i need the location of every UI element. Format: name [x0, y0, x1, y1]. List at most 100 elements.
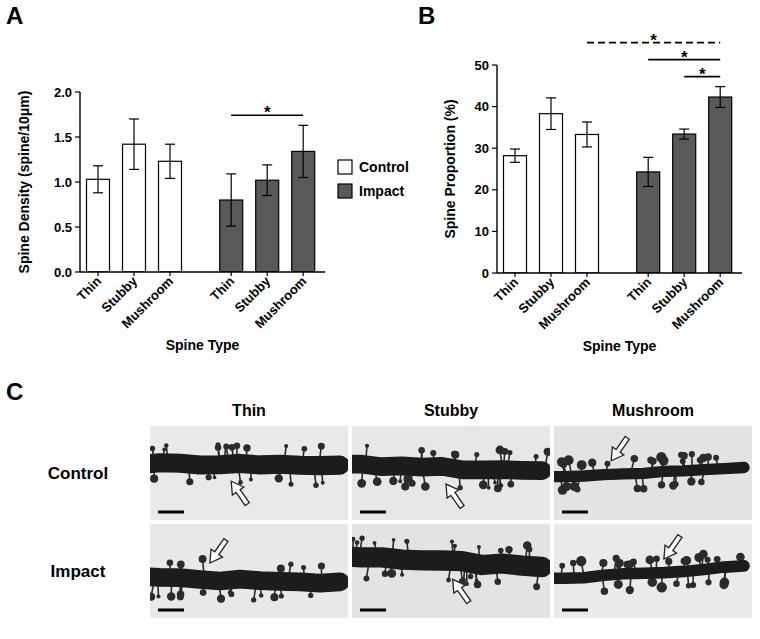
spine-head: [477, 545, 481, 549]
x-tick-label: Mushroom: [669, 275, 727, 333]
x-tick-label: Mushroom: [536, 275, 594, 333]
y-tick: [75, 226, 80, 227]
spine-head: [270, 593, 278, 601]
spine-head: [714, 556, 721, 563]
error-cap: [679, 128, 689, 129]
error-bar: [582, 122, 592, 147]
error-cap: [510, 148, 520, 149]
error-cap: [510, 162, 520, 163]
spine-head: [318, 562, 325, 569]
micrograph-content: [150, 426, 348, 520]
spine-head: [682, 556, 691, 565]
error-bar: [715, 87, 725, 108]
arrow: [658, 532, 686, 563]
micrograph: [140, 524, 348, 618]
spine-head: [665, 558, 672, 565]
y-tick-label: 10: [475, 224, 489, 239]
scale-bar: [360, 511, 386, 514]
spine-head: [474, 452, 479, 457]
spine-head: [392, 538, 396, 542]
micrograph-content: [554, 426, 752, 520]
legend-label: Control: [359, 159, 409, 175]
error-cap: [226, 173, 236, 174]
error-bar: [262, 165, 272, 196]
spine-head: [150, 593, 155, 601]
spine-head: [321, 481, 325, 485]
error-stem: [133, 119, 134, 169]
arrow: [204, 536, 232, 567]
y-tick: [492, 189, 497, 190]
y-tick-label: 20: [475, 182, 489, 197]
spine-head: [507, 481, 514, 488]
spine-head: [615, 562, 621, 568]
spine-head: [673, 580, 680, 587]
dendrite: [554, 566, 744, 578]
error-bar: [129, 119, 139, 169]
spine-head: [186, 478, 193, 485]
y-tick: [492, 148, 497, 149]
spine-head: [736, 553, 745, 562]
spine-head: [251, 597, 256, 602]
spine-head: [468, 574, 473, 579]
row-label: Impact: [51, 562, 106, 581]
spine-head: [177, 590, 185, 598]
error-cap: [679, 138, 689, 139]
spine-head: [403, 475, 412, 484]
dendrite: [352, 464, 542, 470]
error-bar: [226, 174, 236, 226]
spine-head: [719, 580, 728, 589]
spine-head: [704, 453, 711, 460]
y-tick: [492, 231, 497, 232]
x-axis-title: Spine Type: [166, 337, 240, 353]
spine-head: [656, 452, 666, 462]
spine-head: [365, 444, 369, 448]
error-cap: [93, 192, 103, 193]
error-cap: [129, 169, 139, 170]
micrograph-content: [352, 524, 550, 618]
spine-head: [559, 563, 565, 569]
error-cap: [165, 178, 175, 179]
spine-head: [284, 444, 288, 448]
spine-head: [359, 536, 364, 541]
column-header: Mushroom: [612, 402, 694, 419]
spine-head: [451, 451, 459, 459]
micrograph-content: [554, 524, 752, 618]
spine-head: [289, 482, 294, 487]
spine-head: [243, 444, 250, 451]
spine-head: [277, 564, 285, 572]
spine-head: [705, 579, 711, 585]
spine-head: [217, 595, 225, 603]
spine-head: [357, 479, 366, 488]
x-tick: [267, 272, 268, 276]
spine-head: [389, 477, 397, 485]
spine-head: [450, 539, 454, 543]
dendrite: [150, 463, 340, 466]
arrow: [225, 477, 253, 508]
x-axis: [80, 271, 325, 272]
scale-bar: [562, 511, 588, 514]
y-axis: [496, 65, 497, 273]
x-tick: [97, 272, 98, 276]
spine-head: [421, 482, 430, 491]
error-cap: [643, 157, 653, 158]
bars: [87, 119, 315, 272]
y-tick-label: 1.5: [54, 130, 72, 145]
y-tick-label: 1.0: [54, 175, 72, 190]
spine-head: [238, 480, 243, 485]
bars: [504, 87, 732, 273]
legend-label: Impact: [359, 183, 404, 199]
spine-head: [570, 560, 576, 566]
arrow: [440, 480, 468, 511]
spine-head: [501, 448, 508, 455]
error-cap: [93, 165, 103, 166]
spine-head: [687, 477, 695, 485]
error-cap: [262, 195, 272, 196]
y-axis-title: Spine Density (spine/10μm): [16, 91, 32, 274]
spine-head: [562, 482, 571, 491]
dendrite: [150, 576, 340, 583]
x-tick-label: Thin: [624, 274, 654, 304]
y-tick: [492, 272, 497, 273]
spine-head: [308, 593, 313, 598]
bar: [637, 172, 660, 273]
error-stem: [720, 87, 721, 108]
